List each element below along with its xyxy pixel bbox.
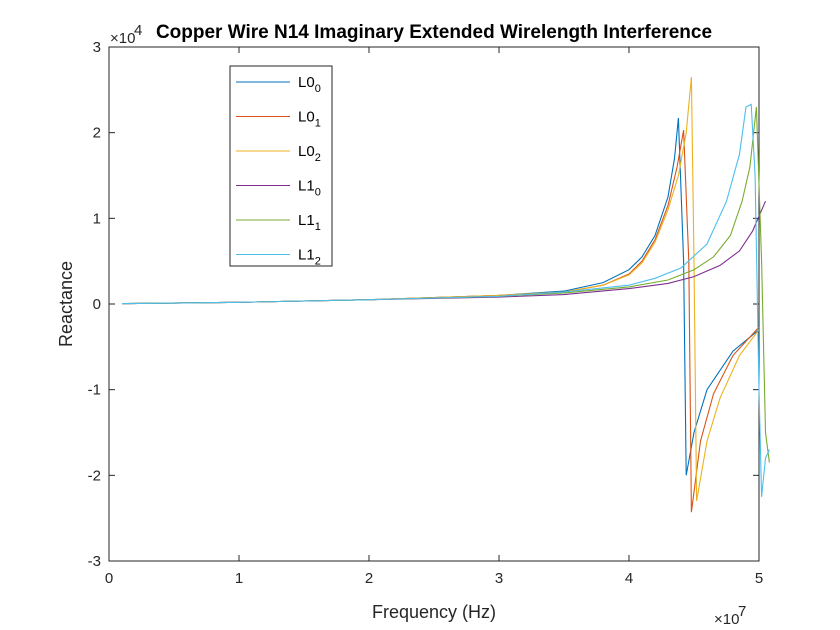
plot-area [108,46,760,562]
legend-entry-label: L12 [298,247,321,268]
y-exponent-label: ×10 4 [110,22,142,47]
chart-title: Copper Wire N14 Imaginary Extended Wirel… [156,22,712,43]
x-tick-label: 0 [105,570,113,587]
x-axis-label: Frequency (Hz) [372,602,496,622]
x-tick-label: 5 [755,570,763,587]
x-tick-label: 3 [495,570,503,587]
legend-entry-label: L10 [298,178,321,199]
x-tick-label: 2 [365,570,373,587]
legend-entry-label: L02 [298,143,321,164]
legend-box [229,65,333,267]
y-axis-label: Reactance [56,261,76,347]
y-tick-label: 3 [93,39,101,56]
x-axis-ticks: 0 1 2 3 4 5 [105,47,763,587]
x-exponent-label: ×10 7 [714,603,746,628]
y-tick-label: -2 [88,467,101,484]
y-tick-label: -3 [88,553,101,570]
x-exponent-base: ×10 [714,611,739,628]
x-tick-label: 1 [235,570,243,587]
legend-entry-label: L00 [298,74,321,95]
y-tick-label: 0 [93,296,101,313]
series-line-l0-2 [121,76,760,502]
x-exponent-power: 7 [738,603,746,620]
series-lines [121,76,770,513]
y-axis-ticks: -3 -2 -1 0 1 2 3 [88,39,759,570]
y-tick-label: -1 [88,382,101,399]
legend-entry-label: L01 [298,109,321,130]
y-tick-label: 2 [93,125,101,142]
series-line-l1-2 [121,103,770,497]
legend: L00 L01 L02 L10 L11 L12 [229,65,333,268]
x-tick-label: 4 [625,570,633,587]
y-tick-label: 1 [93,210,101,227]
y-exponent-base: ×10 [110,30,135,47]
y-exponent-power: 4 [134,22,142,39]
legend-entry-label: L11 [298,212,321,233]
